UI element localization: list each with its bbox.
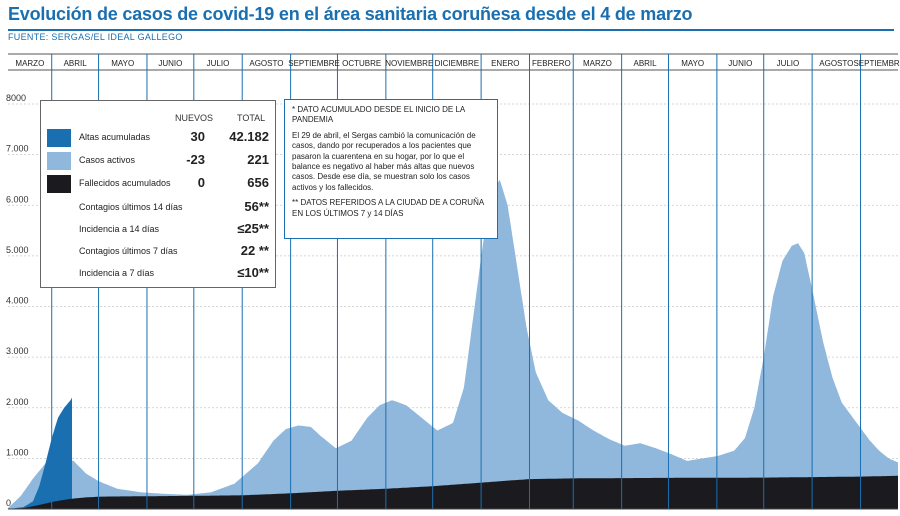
legend-extra-value: 22 ** xyxy=(240,243,269,258)
month-label: ABRIL xyxy=(64,59,88,68)
month-label: MAYO xyxy=(681,59,704,68)
month-label: NOVIEMBRE xyxy=(385,59,433,68)
legend-extra-label: Contagios últimos 7 días xyxy=(79,246,178,256)
y-tick-label: 2.000 xyxy=(6,397,29,407)
page-title: Evolución de casos de covid-19 en el áre… xyxy=(8,4,693,24)
legend-total-activos: 221 xyxy=(247,152,269,167)
legend-extra-value: 56** xyxy=(244,199,269,214)
y-tick-label: 7.000 xyxy=(6,144,29,154)
y-tick-label: 0 xyxy=(6,498,11,508)
notes-box: * DATO ACUMULADO DESDE EL INICIO DE LA P… xyxy=(284,99,498,239)
legend-swatch-altas xyxy=(47,129,71,147)
legend-swatch-fallecidos xyxy=(47,175,71,193)
legend-label-fallecidos: Fallecidos acumulados xyxy=(79,178,171,188)
legend-swatch-activos xyxy=(47,152,71,170)
month-label: SEPTIEMBRE xyxy=(853,59,900,68)
legend-extra-label: Incidencia a 14 días xyxy=(79,224,160,234)
y-tick-label: 1.000 xyxy=(6,447,29,457)
legend-extra-incidencia-7: Incidencia a 7 días ≤10** xyxy=(41,265,275,287)
legend-extra-value: ≤25** xyxy=(237,221,269,236)
month-label: JULIO xyxy=(207,59,230,68)
legend-extra-label: Incidencia a 7 días xyxy=(79,268,155,278)
month-label: MARZO xyxy=(15,59,44,68)
legend-nuevos-altas: 30 xyxy=(190,129,205,144)
legend-total-fallecidos: 656 xyxy=(247,175,269,190)
month-label: DICIEMBRE xyxy=(435,59,479,68)
series-area-altas-acumuladas xyxy=(8,397,72,509)
month-label: ENERO xyxy=(491,59,519,68)
legend-extra-contagios-14: Contagios últimos 14 días 56** xyxy=(41,199,275,221)
month-label: FEBRERO xyxy=(532,59,571,68)
month-label: JUNIO xyxy=(728,59,752,68)
series-area-fallecidos-acumulados xyxy=(8,475,898,509)
legend-row-altas: Altas acumuladas 30 42.182 xyxy=(41,129,275,151)
month-label: MAYO xyxy=(111,59,134,68)
month-label: JUNIO xyxy=(158,59,182,68)
legend-extra-value: ≤10** xyxy=(237,265,269,280)
legend-total-altas: 42.182 xyxy=(229,129,269,144)
legend-col-total: TOTAL xyxy=(237,113,266,123)
y-tick-label: 3.000 xyxy=(6,346,29,356)
y-tick-label: 6.000 xyxy=(6,194,29,204)
legend-nuevos-activos: -23 xyxy=(186,152,205,167)
legend-extra-contagios-7: Contagios últimos 7 días 22 ** xyxy=(41,243,275,265)
source-label: FUENTE: SERGAS/EL IDEAL GALLEGO xyxy=(8,32,183,42)
y-tick-label: 8000 xyxy=(6,93,26,103)
month-label: SEPTIEMBRE xyxy=(288,59,340,68)
legend-row-activos: Casos activos -23 221 xyxy=(41,152,275,174)
month-label: AGOSTO xyxy=(249,59,283,68)
legend-extra-label: Contagios últimos 14 días xyxy=(79,202,183,212)
month-label: ABRIL xyxy=(633,59,657,68)
month-label: OCTUBRE xyxy=(342,59,381,68)
note-cumulative: * DATO ACUMULADO DESDE EL INICIO DE LA P… xyxy=(292,105,465,125)
title-divider xyxy=(8,29,894,31)
legend-nuevos-fallecidos: 0 xyxy=(197,175,205,190)
legend-extra-incidencia-14: Incidencia a 14 días ≤25** xyxy=(41,221,275,243)
legend-box: NUEVOS TOTAL Altas acumuladas 30 42.182 … xyxy=(40,100,276,288)
note-april-change: El 29 de abril, el Sergas cambió la comu… xyxy=(292,130,476,192)
legend-label-altas: Altas acumuladas xyxy=(79,132,151,142)
series-layer xyxy=(8,179,898,509)
y-axis-ticks: 0 1.000 2.000 3.000 4.000 5.000 6.000 7.000 8000 xyxy=(6,93,29,508)
legend-label-activos: Casos activos xyxy=(79,155,136,165)
legend-col-nuevos: NUEVOS xyxy=(175,113,214,123)
y-tick-label: 5.000 xyxy=(6,245,29,255)
series-area-casos-activos xyxy=(8,179,898,509)
month-labels: MARZO ABRIL MAYO JUNIO JULIO AGOSTO SEPTIEMBRE… xyxy=(15,59,900,68)
note-city-data: ** DATOS REFERIDOS A LA CIUDAD DE A CORU… xyxy=(292,198,484,218)
legend-row-fallecidos: Fallecidos acumulados 0 656 xyxy=(41,175,275,197)
y-tick-label: 4.000 xyxy=(6,296,29,306)
month-label: MARZO xyxy=(583,59,612,68)
month-label: JULIO xyxy=(777,59,800,68)
month-label: AGOSTO xyxy=(819,59,853,68)
